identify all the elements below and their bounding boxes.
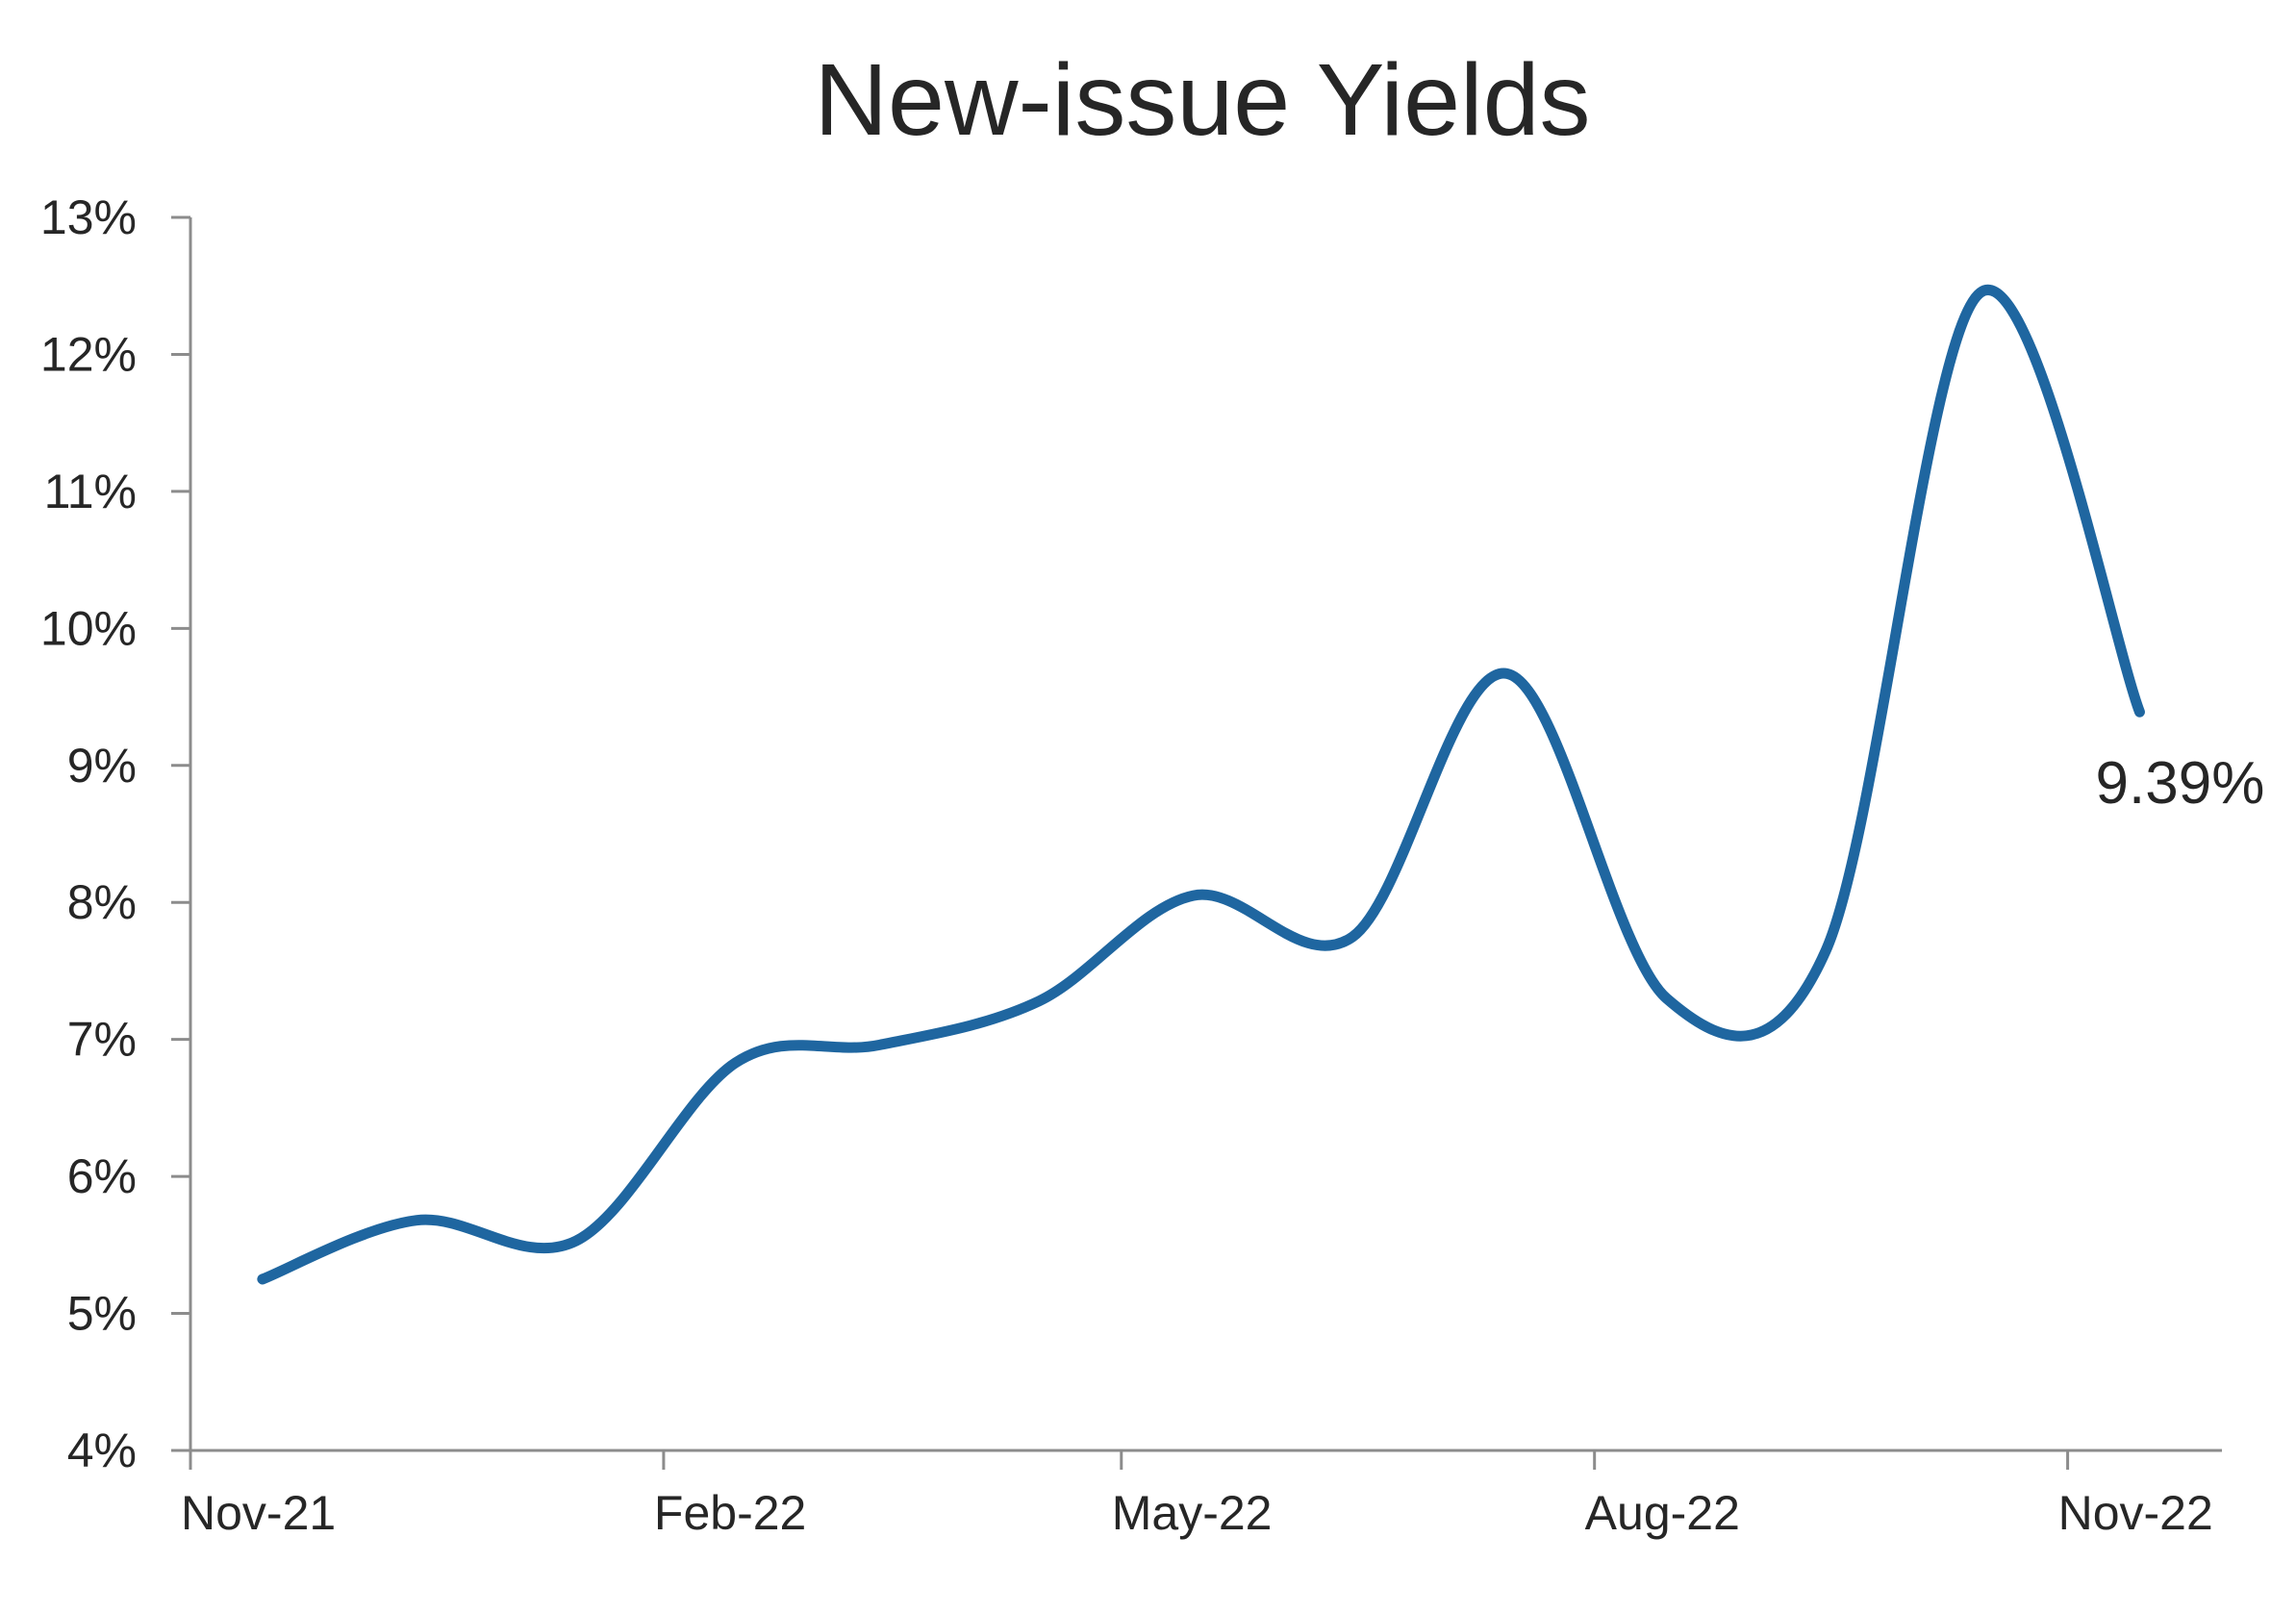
data-point (1347, 931, 1358, 943)
y-tick-label: 5% (67, 1287, 137, 1341)
x-tick-label: Nov-21 (181, 1486, 336, 1540)
x-tick-label: Feb-22 (654, 1486, 806, 1540)
data-labels: 9.39% (2096, 750, 2265, 817)
x-tick-label: May-22 (1112, 1486, 1273, 1540)
x-tick-label: Nov-22 (2058, 1486, 2213, 1540)
y-tick-label: 4% (67, 1424, 137, 1477)
series-line (257, 285, 2145, 1285)
x-axis: Nov-21 Feb-22 May-22 Aug-22 Nov-22 (181, 1449, 2222, 1540)
data-point (1188, 890, 1199, 901)
y-axis: 4% 5% 6% 7% 8% 9% 10% 11% 12% 13% (40, 190, 192, 1477)
chart-title: New-issue Yields (814, 43, 1590, 157)
y-tick-label: 9% (67, 739, 137, 793)
y-tick-label: 7% (67, 1013, 137, 1067)
series-layer (257, 285, 2145, 1285)
data-point (873, 1039, 885, 1050)
data-point (2133, 706, 2145, 718)
x-tick-label: Aug-22 (1585, 1486, 1740, 1540)
data-point (1975, 287, 1986, 298)
data-point (570, 1235, 582, 1247)
data-point (411, 1215, 422, 1226)
data-label: 9.39% (2096, 750, 2265, 817)
data-point (1033, 996, 1045, 1007)
y-tick-label: 12% (40, 327, 137, 381)
data-point (730, 1057, 742, 1069)
y-tick-label: 10% (40, 601, 137, 655)
y-tick-label: 6% (67, 1149, 137, 1203)
data-point (257, 1273, 268, 1285)
data-point (1820, 945, 1831, 956)
data-point (1661, 993, 1673, 1004)
data-point (1501, 668, 1513, 679)
y-tick-label: 13% (40, 190, 137, 244)
y-tick-label: 8% (67, 875, 137, 929)
y-tick-label: 11% (44, 465, 137, 518)
